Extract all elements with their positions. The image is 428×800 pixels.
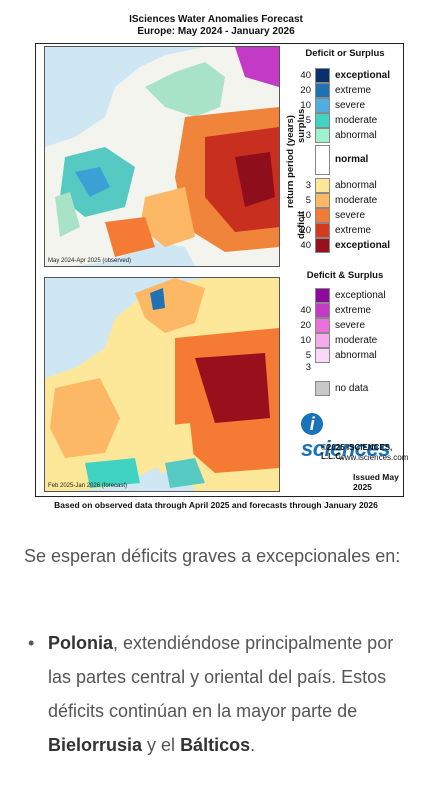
swatch <box>315 303 330 318</box>
swatch <box>315 128 330 143</box>
legend-row: 20 severe <box>300 318 366 333</box>
country-belarus: Bielorrusia <box>48 735 143 755</box>
legend-row: 10 severe <box>300 208 366 223</box>
legend-title-deficit-or-surplus: Deficit or Surplus <box>305 48 385 59</box>
figure-subtitle: Europe: May 2024 - January 2026 <box>137 26 295 37</box>
swatch <box>315 318 330 333</box>
swatch <box>315 223 330 238</box>
legend-row: exceptional <box>287 288 403 303</box>
legend-row: 3 <box>305 362 311 373</box>
figure-frame: May 2024-Apr 2025 (observed) Feb 2025-Ja… <box>35 43 408 497</box>
legend-row: 5 moderate <box>305 193 378 208</box>
swatch <box>315 68 330 83</box>
swatch <box>315 288 330 303</box>
isciences-logo: isciences <box>301 413 390 461</box>
swatch <box>315 238 330 253</box>
legend-row: 5 abnormal <box>305 348 377 363</box>
swatch <box>315 145 330 175</box>
logo-i-icon: i <box>301 413 323 435</box>
map-forecast-caption: Feb 2025-Jan 2026 (forecast) <box>48 483 128 489</box>
legend-row: 40 exceptional <box>300 68 391 83</box>
legend-title-deficit-and-surplus: Deficit & Surplus <box>306 270 384 281</box>
legend-row: 40 extreme <box>300 303 372 318</box>
swatch <box>315 193 330 208</box>
website: www.isciences.com <box>339 453 409 462</box>
legend-row-normal: normal <box>287 145 403 175</box>
swatch <box>315 98 330 113</box>
issued-date: Issued May 2025 <box>353 472 399 492</box>
swatch <box>315 83 330 98</box>
swatch <box>315 333 330 348</box>
legend-row-no-data: no data <box>287 381 403 396</box>
legend-row: 10 moderate <box>300 333 378 348</box>
legend-row: 40 exceptional <box>300 238 391 253</box>
swatch <box>315 348 330 363</box>
legend-row: 3 abnormal <box>305 178 377 193</box>
map-forecast: Feb 2025-Jan 2026 (forecast) <box>44 277 280 492</box>
legend-row: 5 moderate <box>305 113 378 128</box>
intro-paragraph: Se esperan déficits graves a excepcional… <box>24 546 401 566</box>
forecast-figure: ISciences Water Anomalies Forecast Europ… <box>26 10 408 510</box>
map-observed-caption: May 2024-Apr 2025 (observed) <box>48 258 132 264</box>
swatch <box>315 208 330 223</box>
swatch <box>315 178 330 193</box>
legend-row: 3 abnormal <box>305 128 377 143</box>
swatch <box>315 113 330 128</box>
legend-row: 10 severe <box>300 98 366 113</box>
copyright: ©2025 ISCIENCES, L.L.C. <box>321 443 393 461</box>
list-item: • Polonia, extendiéndose principalmente … <box>28 626 408 762</box>
legend: Deficit or Surplus return period (years)… <box>285 48 408 492</box>
figure-footnote: Based on observed data through April 202… <box>54 500 378 510</box>
bullet-icon: • <box>28 633 35 653</box>
legend-row: 20 extreme <box>300 223 372 238</box>
country-baltics: Bálticos <box>180 735 251 755</box>
country-poland: Polonia <box>48 633 114 653</box>
swatch <box>315 381 330 396</box>
figure-title: ISciences Water Anomalies Forecast <box>129 14 303 25</box>
legend-row: 20 extreme <box>300 83 372 98</box>
map-observed: May 2024-Apr 2025 (observed) <box>44 46 280 267</box>
